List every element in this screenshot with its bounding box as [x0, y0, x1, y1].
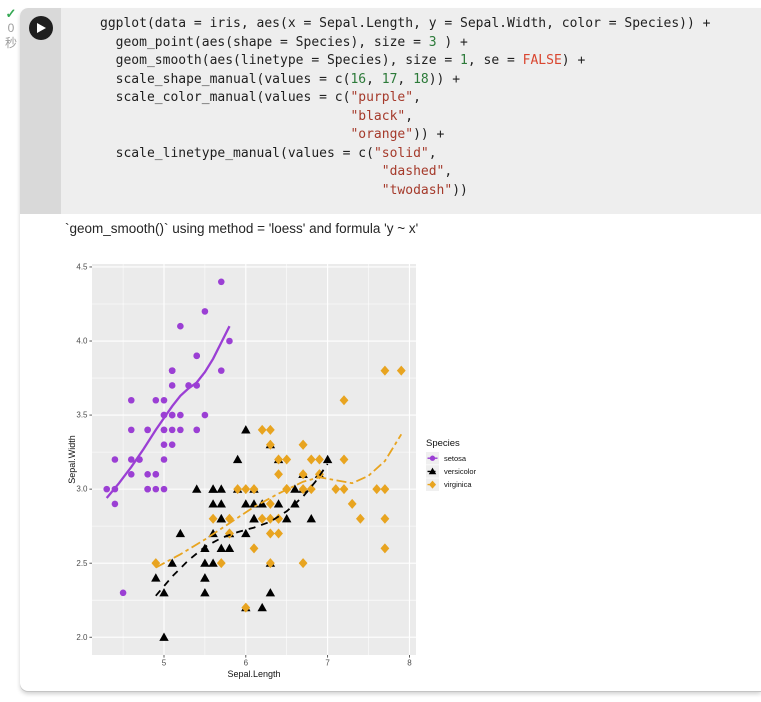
run-cell-button[interactable]: [28, 16, 53, 40]
legend-label: virginica: [444, 480, 472, 489]
output-message: `geom_smooth()` using method = 'loess' a…: [65, 221, 419, 236]
cell-gutter: [20, 8, 61, 214]
legend-label: setosa: [444, 454, 467, 463]
code-line[interactable]: "orange")) +: [350, 127, 445, 142]
chart: 5 6 7 8 2.0 2.5 3.0 3.5 4.0 4.5 Sepal.Length Sepal.…: [68, 263, 477, 679]
execution-time-unit: 秒: [4, 36, 17, 50]
legend: Species setosa versicolor virginica: [426, 438, 477, 491]
execution-time-value: 0: [7, 21, 15, 35]
code-line[interactable]: "black",: [350, 108, 414, 124]
x-tick-label: 8: [407, 659, 412, 668]
y-tick-label: 4.5: [76, 263, 88, 272]
y-axis-title: Sepal.Width: [68, 435, 77, 484]
x-axis-title: Sepal.Length: [227, 669, 280, 679]
x-tick-label: 5: [162, 659, 167, 668]
legend-title: Species: [426, 438, 460, 449]
x-tick-label: 6: [244, 659, 249, 668]
code-area: ggplot(data = iris, aes(x = Sepal.Length…: [20, 8, 761, 214]
notebook-cell: ggplot(data = iris, aes(x = Sepal.Length…: [20, 8, 761, 691]
y-tick-label: 3.5: [76, 411, 88, 420]
smooth-line-versicolor: [155, 463, 329, 597]
y-tick-label: 2.0: [76, 633, 88, 642]
code-line[interactable]: geom_point(aes(shape = Species), size = …: [100, 34, 468, 50]
legend-label: versicolor: [444, 467, 477, 476]
smooth-line-setosa: [105, 325, 231, 499]
chart-panel: [92, 264, 416, 655]
code-line[interactable]: scale_color_manual(values = c("purple",: [100, 90, 421, 105]
cell-status: ✓ 0 秒: [2, 6, 20, 51]
code-line[interactable]: ggplot(data = iris, aes(x = Sepal.Length…: [100, 16, 711, 31]
smooth-line-virginica: [155, 433, 403, 569]
y-tick-label: 3.0: [76, 485, 88, 494]
code-line[interactable]: scale_linetype_manual(values = c("solid"…: [100, 145, 437, 161]
success-check-icon: ✓: [5, 6, 17, 21]
play-icon: [37, 23, 46, 33]
series-virginica: [151, 365, 406, 613]
code-editor[interactable]: ggplot(data = iris, aes(x = Sepal.Length…: [61, 8, 761, 214]
code-line[interactable]: "twodash")): [381, 182, 468, 198]
x-tick-label: 7: [325, 659, 330, 668]
y-tick-label: 2.5: [76, 559, 88, 568]
code-line[interactable]: geom_smooth(aes(linetype = Species), siz…: [100, 53, 586, 68]
code-line[interactable]: "dashed",: [381, 164, 453, 179]
code-line[interactable]: scale_shape_manual(values = c(16, 17, 18…: [100, 71, 461, 87]
series-setosa: [103, 278, 233, 597]
y-tick-label: 4.0: [76, 337, 88, 346]
